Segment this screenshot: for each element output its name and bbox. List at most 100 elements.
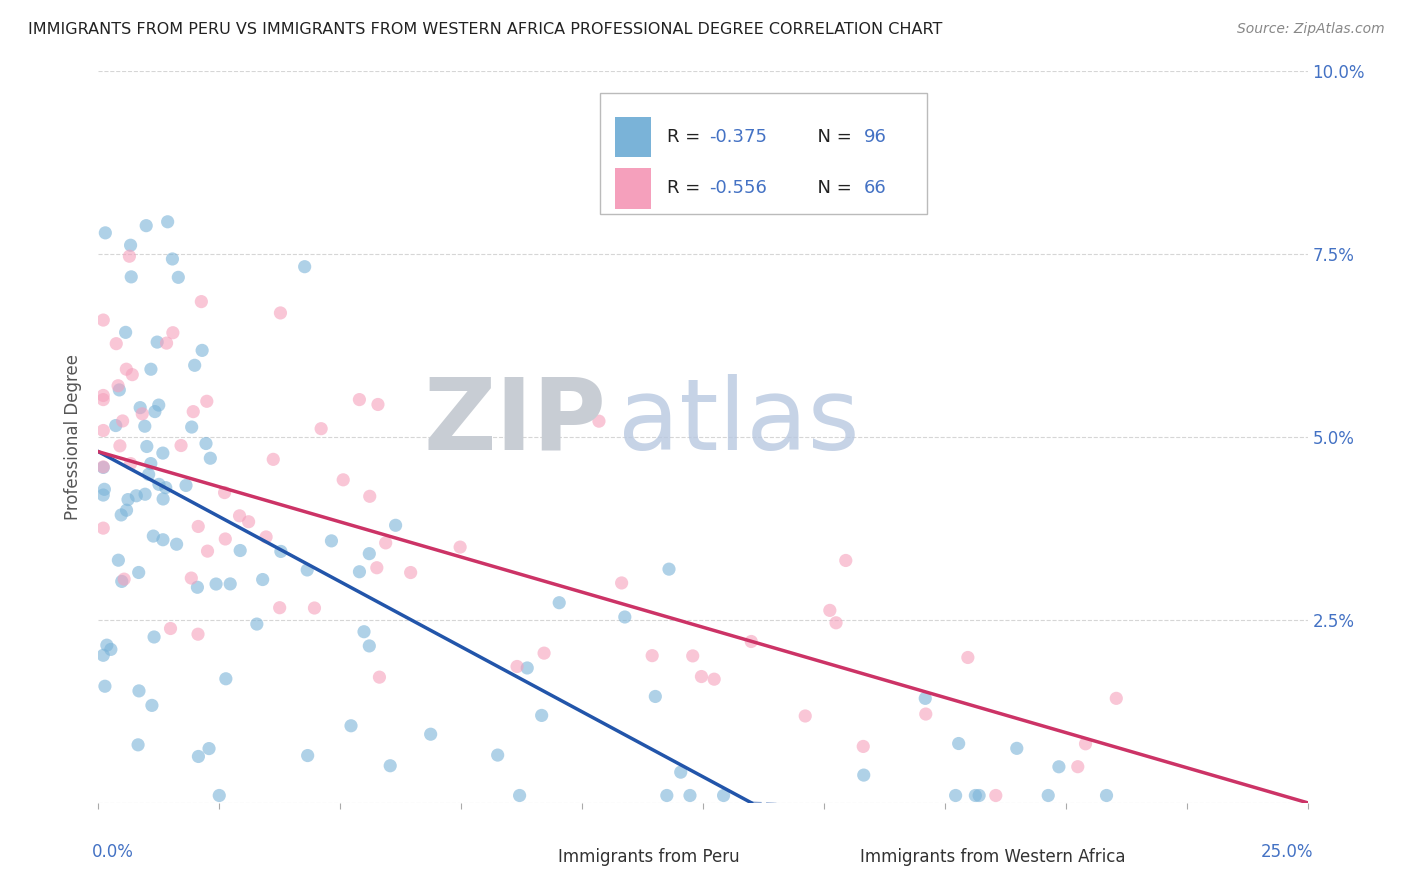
Point (679, 789, 702, 803)
Point (107, 378, 129, 392)
Point (1074, 737, 1097, 751)
Point (167, 270, 190, 285)
Point (238, 515, 260, 529)
Point (825, 615, 848, 630)
Point (94, 679, 117, 693)
Point (180, 571, 202, 585)
Point (219, 577, 242, 591)
Point (197, 544, 219, 558)
Point (655, 789, 678, 803)
Point (384, 518, 406, 533)
Text: -0.556: -0.556 (709, 179, 766, 197)
Point (183, 359, 205, 373)
Point (1067, 760, 1090, 774)
Point (148, 398, 170, 412)
Point (214, 532, 236, 546)
Point (610, 576, 633, 591)
Point (208, 789, 231, 803)
Point (948, 737, 970, 751)
Point (321, 533, 343, 548)
Point (152, 533, 174, 547)
Point (297, 748, 319, 763)
Text: ZIP: ZIP (423, 374, 606, 471)
FancyBboxPatch shape (614, 117, 651, 157)
Text: N =: N = (806, 179, 858, 197)
Point (682, 648, 704, 663)
Point (214, 485, 236, 500)
Point (506, 659, 529, 673)
FancyBboxPatch shape (614, 169, 651, 209)
Point (129, 401, 152, 415)
Point (115, 503, 138, 517)
Point (142, 529, 165, 543)
Point (131, 407, 153, 421)
Point (96, 638, 118, 652)
Point (139, 362, 162, 376)
Point (262, 452, 284, 467)
Point (449, 540, 471, 554)
Point (366, 560, 388, 574)
Point (117, 492, 139, 507)
Point (703, 672, 725, 686)
Point (128, 684, 150, 698)
Point (486, 748, 509, 763)
Point (1105, 691, 1128, 706)
Point (187, 749, 209, 764)
Point (91, 460, 114, 475)
Point (914, 691, 936, 706)
Point (252, 573, 274, 587)
Point (146, 335, 169, 350)
Point (613, 610, 636, 624)
Point (115, 362, 138, 376)
Point (835, 553, 858, 567)
Point (166, 537, 188, 551)
Point (186, 580, 208, 594)
Point (198, 741, 221, 756)
Point (818, 603, 841, 617)
Point (359, 547, 381, 561)
Y-axis label: Professional Degree: Professional Degree (65, 354, 83, 520)
Point (138, 467, 160, 482)
Point (294, 260, 316, 274)
Point (108, 439, 131, 453)
Point (229, 543, 252, 558)
Text: Immigrants from Western Africa: Immigrants from Western Africa (860, 848, 1126, 866)
Text: 66: 66 (863, 179, 887, 197)
Point (134, 419, 156, 434)
Point (270, 544, 292, 558)
Point (107, 553, 129, 567)
Point (120, 457, 142, 471)
Point (956, 650, 979, 665)
Point (1047, 760, 1070, 774)
Point (1005, 741, 1028, 756)
Point (195, 394, 218, 409)
Point (200, 451, 222, 466)
Point (254, 530, 277, 544)
Point (111, 574, 134, 589)
Point (125, 489, 148, 503)
Point (139, 457, 162, 471)
Text: atlas: atlas (619, 374, 860, 471)
Point (91, 392, 114, 407)
Point (205, 577, 228, 591)
Point (156, 215, 179, 229)
Point (349, 565, 371, 579)
Point (181, 404, 204, 418)
Point (159, 622, 181, 636)
Point (110, 508, 132, 522)
Point (794, 709, 817, 723)
Point (114, 326, 136, 340)
Point (162, 326, 184, 340)
Text: -0.375: -0.375 (709, 128, 768, 146)
Point (135, 440, 157, 454)
Point (108, 383, 131, 397)
Point (187, 627, 209, 641)
Point (94, 226, 117, 240)
Point (509, 789, 531, 803)
Point (120, 269, 142, 284)
Point (112, 572, 135, 586)
Point (658, 562, 681, 576)
Point (155, 336, 177, 351)
Point (195, 436, 218, 450)
Point (1095, 789, 1118, 803)
